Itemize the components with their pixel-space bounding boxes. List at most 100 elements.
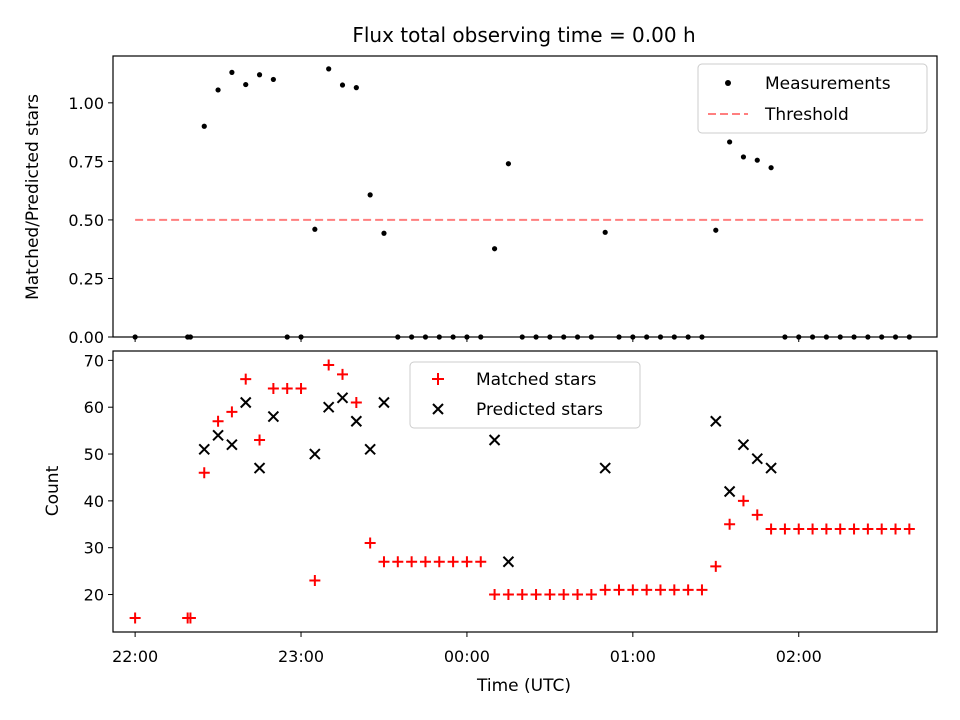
predicted-star-point [723, 485, 736, 498]
predicted-star-point [267, 410, 280, 423]
matched-star-point [737, 495, 749, 507]
matched-star-point [599, 584, 611, 596]
measurement-point [754, 157, 760, 163]
y-tick-label: 0.50 [68, 211, 104, 230]
matched-star-point [765, 523, 777, 535]
matched-star-point [751, 509, 763, 521]
x-tick-label: 02:00 [776, 647, 822, 666]
x-tick-label: 01:00 [610, 647, 656, 666]
measurement-point [727, 139, 733, 145]
matched-star-point [323, 359, 335, 371]
y-tick-label: 20 [84, 586, 104, 605]
y-tick-label: 30 [84, 539, 104, 558]
matched-star-point [489, 589, 501, 601]
bottom-y-axis: 20 30 40 50 60 70 [84, 351, 113, 605]
matched-star-point [502, 589, 514, 601]
measurement-point [256, 72, 263, 78]
matched-star-point [890, 523, 902, 535]
y-tick-label: 1.00 [68, 94, 104, 113]
bottom-legend-box [409, 361, 641, 429]
measurement-point [201, 123, 207, 129]
measurement-point [491, 246, 498, 252]
matched-star-point [544, 589, 556, 601]
matched-star-point [834, 523, 846, 535]
matched-star-point [585, 589, 597, 601]
measurement-point [353, 85, 359, 91]
x-tick-label: 22:00 [112, 647, 158, 666]
matched-star-point [350, 397, 362, 409]
bottom-x-axis: 22:00 23:00 00:00 01:00 02:00 [112, 632, 822, 666]
matched-star-point [184, 612, 196, 624]
legend-marker-predicted-stars [432, 403, 444, 415]
measurement-point [229, 69, 235, 75]
matched-star-point [696, 584, 708, 596]
matched-star-point [240, 373, 252, 385]
measurement-point [381, 230, 387, 236]
matched-star-point [724, 518, 736, 530]
legend-marker-measurements [725, 80, 731, 86]
predicted-star-point [198, 443, 210, 456]
measurement-point [367, 192, 373, 198]
top-axes-frame [112, 55, 938, 338]
measurement-point [713, 227, 719, 233]
top-plot-area [132, 66, 924, 342]
matched-star-point [572, 589, 584, 601]
bottom-plot-area [129, 359, 915, 624]
predicted-star-point [502, 556, 515, 568]
legend-label-threshold: Threshold [764, 105, 849, 125]
matched-star-point [226, 406, 238, 418]
matched-star-point [267, 382, 279, 394]
legend-label-predicted-stars: Predicted stars [476, 400, 603, 420]
predicted-star-point [488, 434, 501, 446]
x-axis-label: Time (UTC) [476, 676, 571, 696]
matched-star-point [682, 584, 694, 596]
measurement-point [215, 87, 221, 93]
chart-title: Flux total observing time = 0.00 h [352, 23, 695, 47]
matched-star-point [848, 523, 860, 535]
legend-label-measurements: Measurements [765, 74, 891, 94]
predicted-star-point [364, 443, 376, 456]
x-tick-label: 23:00 [278, 647, 324, 666]
matched-star-point [364, 537, 376, 549]
measurement-point [270, 76, 276, 83]
legend-marker-matched-stars [432, 373, 444, 385]
y-tick-label: 70 [84, 351, 104, 370]
top-legend-box [697, 63, 928, 134]
matched-star-point [475, 556, 487, 568]
y-tick-label: 0.00 [68, 328, 104, 347]
matched-star-point [392, 556, 404, 568]
x-tick-label: 00:00 [444, 647, 490, 666]
matched-star-point [793, 523, 805, 535]
measurement-point [339, 82, 346, 88]
predicted-star-point [253, 462, 266, 474]
predicted-star-point [710, 415, 722, 427]
y-tick-label: 40 [84, 492, 104, 511]
measurement-point [312, 226, 318, 232]
matched-star-point [254, 434, 266, 446]
matched-star-point [378, 556, 390, 568]
matched-star-point [461, 556, 473, 568]
matched-star-point [862, 523, 874, 535]
matched-star-point [710, 560, 722, 572]
predicted-star-point [212, 429, 224, 442]
matched-star-point [129, 612, 141, 624]
bottom-axes-frame [112, 350, 938, 633]
matched-star-point [447, 556, 459, 568]
top-y-axis-label: Matched/Predicted stars [23, 94, 43, 300]
predicted-star-point [240, 396, 252, 409]
matched-star-point [641, 584, 653, 596]
predicted-star-point [599, 462, 611, 474]
matched-star-point [337, 368, 349, 380]
y-tick-label: 50 [84, 445, 104, 464]
matched-star-point [779, 523, 791, 535]
y-tick-label: 0.25 [68, 269, 104, 288]
bottom-y-axis-label: Count [43, 465, 63, 516]
predicted-star-point [226, 438, 238, 451]
predicted-star-point [765, 462, 777, 474]
matched-star-point [627, 584, 639, 596]
legend-label-matched-stars: Matched stars [476, 370, 596, 390]
measurement-point [740, 154, 747, 160]
matched-star-point [419, 556, 431, 568]
matched-star-point [406, 556, 418, 568]
